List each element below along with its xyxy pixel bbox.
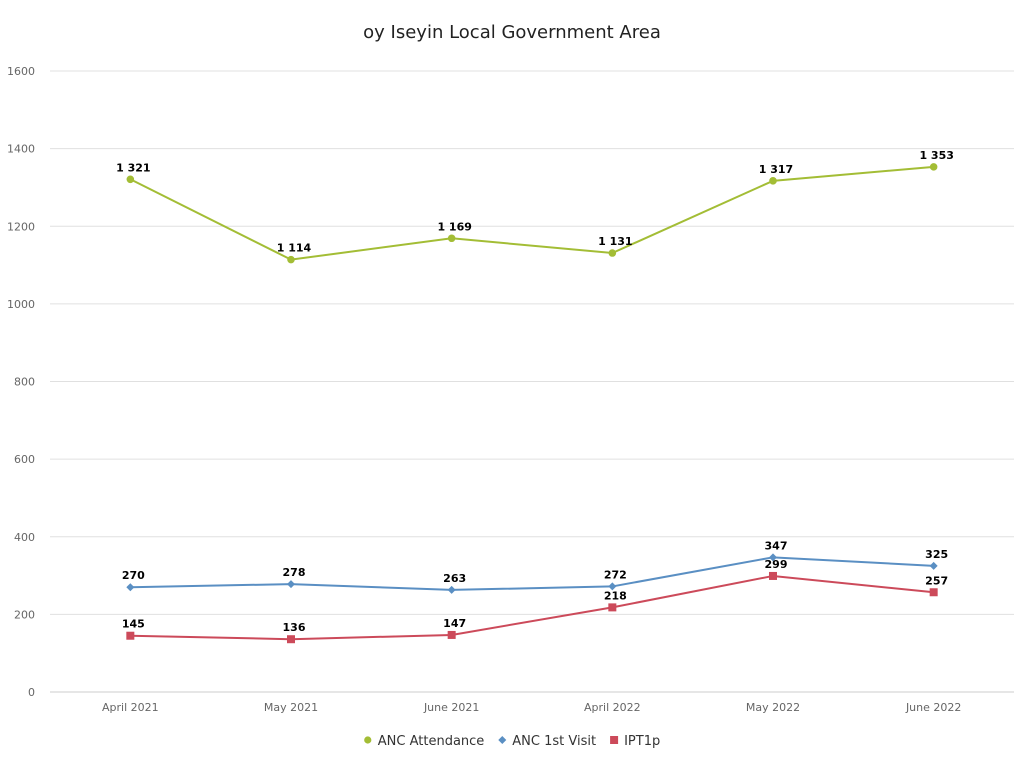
data-point <box>608 249 617 257</box>
legend-label: IPT1p <box>624 734 660 749</box>
data-point <box>769 177 777 185</box>
legend-item[interactable]: IPT1p <box>610 734 660 749</box>
data-label: 1 169 <box>437 220 471 233</box>
y-tick-label: 200 <box>14 608 35 621</box>
x-tick-label: June 2022 <box>905 701 961 714</box>
legend-label: ANC 1st Visit <box>512 734 596 749</box>
data-point <box>447 234 456 243</box>
data-label: 218 <box>604 589 627 602</box>
data-point <box>126 175 135 184</box>
data-point <box>929 561 938 570</box>
legend-marker <box>364 736 372 744</box>
y-tick-label: 1000 <box>7 298 35 311</box>
data-point <box>447 585 456 594</box>
data-label: 1 353 <box>919 149 953 162</box>
series-1 <box>126 553 938 594</box>
y-tick-label: 1200 <box>7 220 35 233</box>
data-point <box>608 582 617 591</box>
y-tick-label: 1600 <box>7 65 35 78</box>
data-label: 136 <box>283 621 306 634</box>
series-layer <box>126 163 938 644</box>
data-label: 263 <box>443 572 466 585</box>
legend-marker <box>610 736 619 744</box>
data-point <box>769 571 777 580</box>
data-label: 1 321 <box>116 161 150 174</box>
data-point <box>287 580 295 589</box>
series-line <box>130 556 934 591</box>
series-0 <box>126 163 938 264</box>
data-point <box>608 603 617 612</box>
data-label: 145 <box>122 618 145 631</box>
data-labels: 1 321 1 114 1 169 1 131 1 317 1 353 270 278 263 2… <box>116 149 954 634</box>
x-tick-label: April 2021 <box>102 701 159 714</box>
data-label: 257 <box>925 574 948 587</box>
data-point <box>929 163 938 171</box>
data-point <box>287 635 295 644</box>
legend-label: ANC Attendance <box>378 734 485 749</box>
x-axis-ticks: April 2021 May 2021 June 2021 April 2022 May… <box>102 701 961 714</box>
data-point <box>126 631 135 640</box>
data-label: 347 <box>765 539 788 552</box>
data-label: 1 114 <box>277 242 312 255</box>
y-grid <box>50 70 1014 693</box>
data-point <box>287 255 295 264</box>
data-label: 278 <box>283 566 306 579</box>
legend-marker <box>498 736 507 744</box>
x-tick-label: May 2021 <box>264 701 318 714</box>
data-label: 147 <box>443 617 466 630</box>
series-line <box>130 574 934 641</box>
data-label: 299 <box>765 558 788 571</box>
series-2 <box>126 571 938 644</box>
y-tick-label: 800 <box>14 376 35 389</box>
data-point <box>769 553 777 562</box>
data-label: 1 131 <box>598 235 632 248</box>
legend-item[interactable]: ANC Attendance <box>364 734 484 749</box>
chart-title: oy Iseyin Local Government Area <box>363 22 661 43</box>
y-tick-label: 600 <box>14 453 35 466</box>
legend: ANC Attendance ANC 1st Visit IPT1p <box>364 734 660 749</box>
data-label: 1 317 <box>759 163 793 176</box>
data-label: 270 <box>122 569 145 582</box>
x-tick-label: June 2021 <box>423 701 479 714</box>
y-tick-label: 0 <box>28 686 35 699</box>
data-point <box>126 583 135 592</box>
data-point <box>447 630 456 639</box>
data-point <box>929 588 938 597</box>
series-line <box>129 165 934 261</box>
y-axis-ticks: 0 200 400 600 800 1000 1200 1400 1600 <box>7 65 35 699</box>
y-tick-label: 1400 <box>7 143 35 156</box>
x-tick-label: April 2022 <box>584 701 641 714</box>
data-label: 272 <box>604 568 627 581</box>
data-label: 325 <box>925 548 948 561</box>
legend-item[interactable]: ANC 1st Visit <box>498 734 596 749</box>
y-tick-label: 400 <box>14 531 35 544</box>
x-tick-label: May 2022 <box>746 701 800 714</box>
